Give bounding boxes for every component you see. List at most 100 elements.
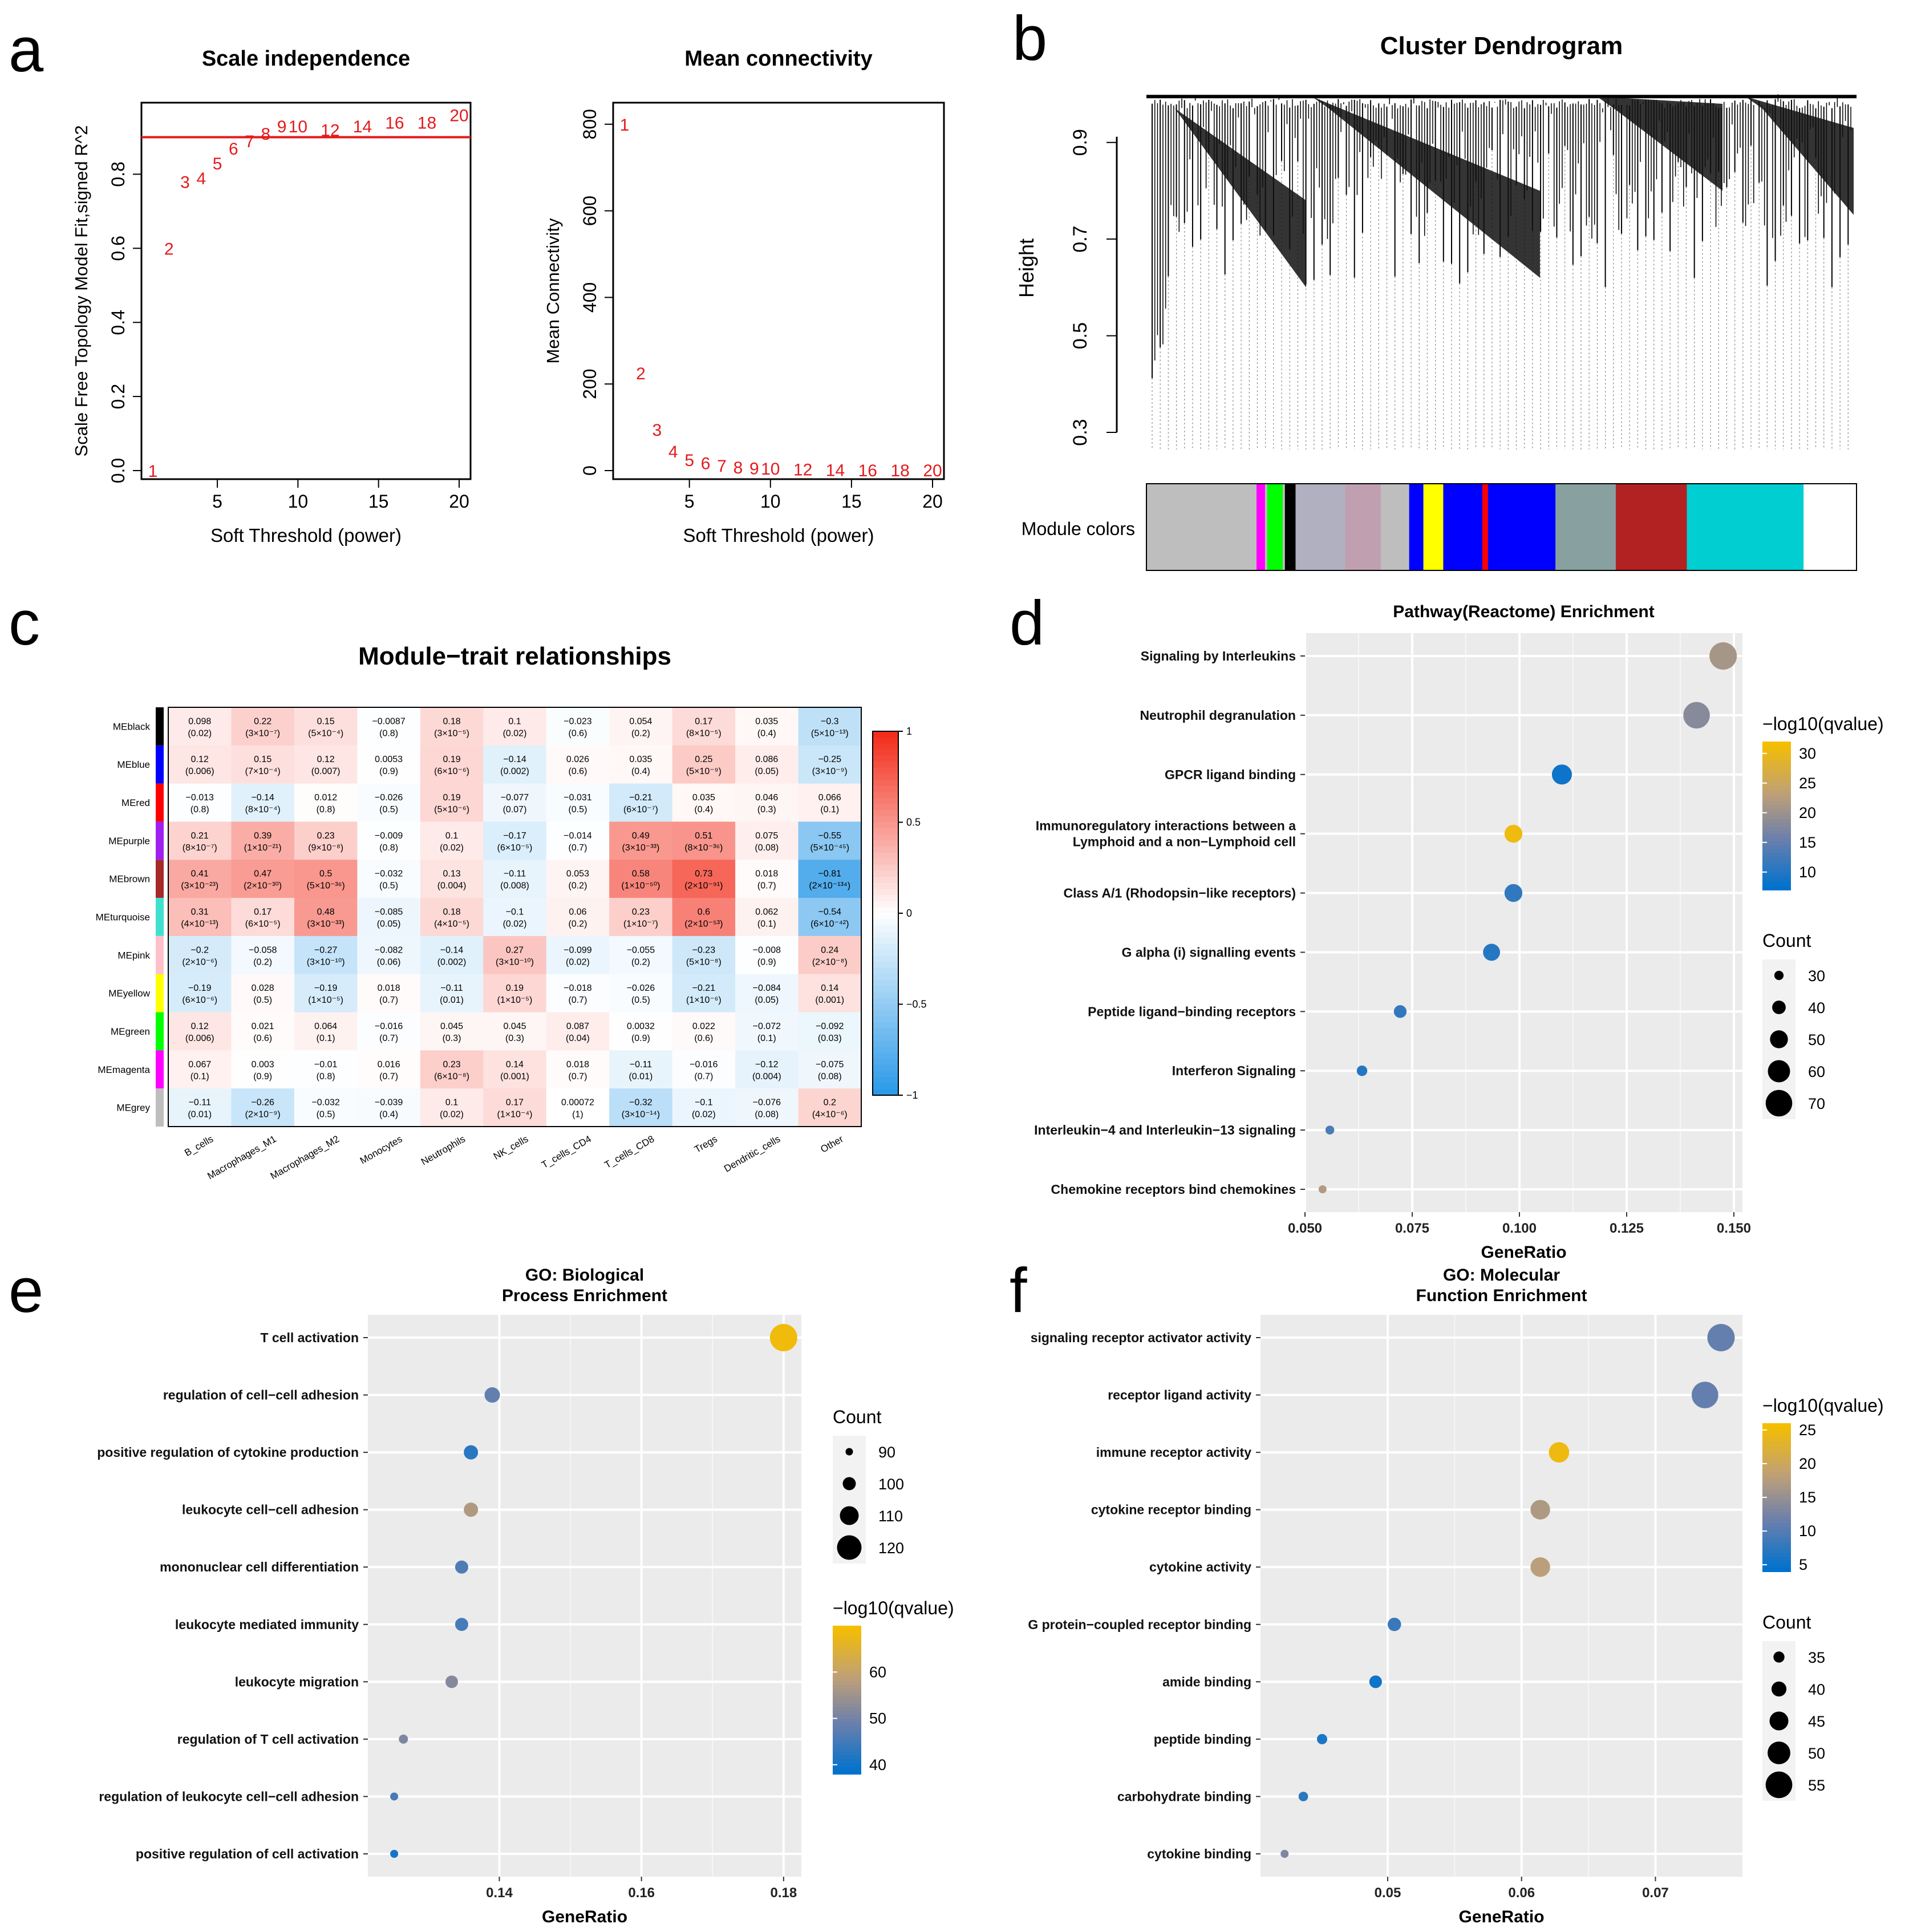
category-label: regulation of T cell activation <box>177 1732 359 1747</box>
cell-value: 0.73 <box>695 869 712 879</box>
heatmap-cell <box>609 1012 673 1051</box>
power-point-label: 20 <box>923 461 942 480</box>
cell-pvalue: (6×10⁻⁸) <box>434 1072 469 1082</box>
colorbar-step <box>873 780 898 787</box>
color-legend-step <box>1762 827 1791 831</box>
heatmap-cell <box>483 935 547 975</box>
panel-label-a: a <box>9 15 44 85</box>
heatmap-cell <box>798 821 862 860</box>
colorbar-step <box>873 1077 898 1084</box>
heatmap-cell <box>294 1012 358 1051</box>
power-point-label: 6 <box>229 140 238 159</box>
color-legend-step <box>1762 1441 1791 1446</box>
colorbar-step <box>873 1052 898 1060</box>
color-legend-tick-label: 50 <box>869 1710 886 1727</box>
x-axis-label: GeneRatio <box>1458 1907 1544 1926</box>
enrichment-dot <box>464 1502 479 1517</box>
cell-value: −0.11 <box>189 1098 211 1108</box>
panel-label-d: d <box>1010 588 1044 658</box>
x-axis-label: GeneRatio <box>542 1907 627 1926</box>
cell-value: 0.016 <box>378 1060 400 1070</box>
cell-pvalue: (5×10⁻⁶) <box>434 805 469 815</box>
row-label: MEblue <box>117 759 150 770</box>
colorbar-step <box>873 949 898 957</box>
color-legend-step <box>1762 831 1791 835</box>
power-point-label: 9 <box>277 118 287 136</box>
size-legend-dot <box>1773 1651 1785 1663</box>
size-legend-label: 90 <box>878 1444 895 1461</box>
power-point-label: 4 <box>668 443 678 461</box>
heatmap-cell <box>609 860 673 898</box>
cell-pvalue: (0.1) <box>757 920 776 929</box>
heatmap-cell <box>357 783 421 822</box>
row-label: MEblack <box>113 721 151 732</box>
cell-value: 0.045 <box>440 1022 463 1031</box>
heatmap-cell <box>672 860 736 898</box>
x-tick-label: 0.100 <box>1502 1221 1537 1236</box>
module-color-segment <box>1284 484 1296 570</box>
module-color-segment <box>1488 484 1556 570</box>
color-legend-step <box>1762 1493 1791 1498</box>
y-axis-label: Mean Connectivity <box>543 218 563 364</box>
color-legend-step <box>1762 1542 1791 1546</box>
cell-value: −0.27 <box>314 945 338 955</box>
cell-pvalue: (2×10⁻⁸) <box>812 957 848 967</box>
y-tick-label: 0.0 <box>108 458 128 483</box>
colorbar-step <box>873 1034 898 1042</box>
colorbar-step <box>873 1028 898 1035</box>
cell-pvalue: (0.8) <box>379 843 398 853</box>
color-legend-title: −log10(qvalue) <box>833 1598 954 1618</box>
color-legend-step <box>833 1748 861 1752</box>
heatmap-cell <box>168 783 232 822</box>
heatmap-cell <box>483 974 547 1013</box>
power-point-label: 1 <box>148 462 158 481</box>
x-tick-label: 0.075 <box>1395 1221 1429 1236</box>
cell-value: −0.81 <box>818 869 842 879</box>
cell-pvalue: (4×10⁻¹³) <box>181 920 218 929</box>
colorbar-step <box>873 1040 898 1047</box>
heatmap-cell <box>483 1050 547 1089</box>
cell-pvalue: (8×10⁻⁷) <box>183 843 217 853</box>
color-legend-step <box>1762 1479 1791 1483</box>
cell-pvalue: (0.02) <box>503 728 527 738</box>
row-label: MEmagenta <box>98 1064 150 1075</box>
heatmap-cell <box>546 707 610 746</box>
colorbar-step <box>873 901 898 908</box>
color-legend-step <box>833 1730 861 1734</box>
color-legend-step <box>1762 812 1791 816</box>
cell-value: −0.14 <box>440 945 464 955</box>
chart-title: Pathway(Reactome) Enrichment <box>1393 602 1654 621</box>
color-legend-step <box>1762 841 1791 846</box>
heatmap-cell <box>420 745 484 784</box>
cell-value: −0.008 <box>753 945 781 955</box>
cell-pvalue: (3×10⁻³³) <box>622 843 660 853</box>
color-legend-step <box>833 1737 861 1741</box>
color-legend-step <box>833 1678 861 1682</box>
heatmap-cell <box>168 707 232 746</box>
cell-pvalue: (3×10⁻⁷) <box>245 728 280 738</box>
cell-value: −0.023 <box>564 716 591 726</box>
cell-value: −0.058 <box>249 945 277 955</box>
chart-title: Scale independence <box>202 47 410 71</box>
category-label: G alpha (i) signalling events <box>1122 945 1296 959</box>
cell-value: 0.053 <box>566 869 589 879</box>
cell-value: 0.06 <box>569 908 586 917</box>
colorbar-step <box>873 816 898 823</box>
category-label: amide binding <box>1162 1674 1251 1689</box>
colorbar-step <box>873 992 898 999</box>
color-legend-step <box>833 1740 861 1745</box>
heatmap-cell <box>231 1012 295 1051</box>
enrichment-dot <box>769 1324 797 1351</box>
module-color-segment <box>1380 484 1410 570</box>
chart-title: Mean connectivity <box>684 47 872 71</box>
cell-pvalue: (1×10⁻⁵) <box>308 995 343 1005</box>
y-tick-label: 200 <box>579 368 600 399</box>
color-legend-step <box>1762 1453 1791 1457</box>
color-legend-tick-label: 20 <box>1799 1455 1816 1472</box>
enrichment-dot <box>1369 1675 1382 1688</box>
cell-value: 0.035 <box>755 716 778 726</box>
enrichment-dot <box>1318 1185 1327 1193</box>
enrichment-dot <box>1280 1850 1289 1858</box>
chart-title: Process Enrichment <box>502 1286 667 1305</box>
dendrogram-cluster <box>1158 96 1306 287</box>
